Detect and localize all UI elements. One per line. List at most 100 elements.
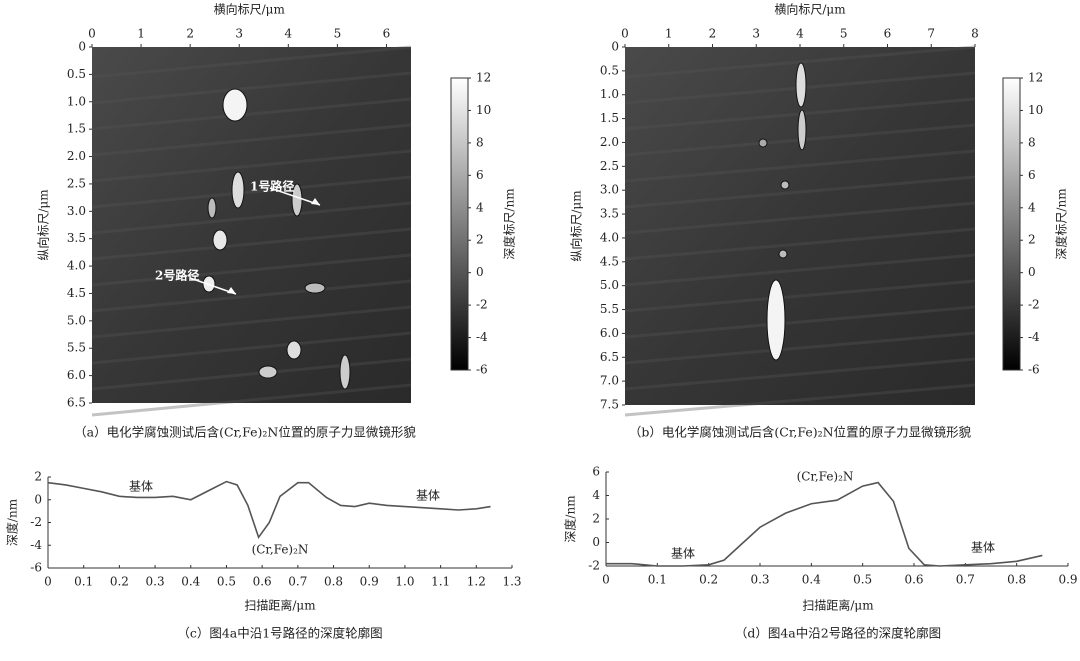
y-tick-label: 6 — [592, 465, 600, 479]
afm-image — [92, 47, 411, 403]
feature — [797, 109, 807, 151]
texture — [624, 383, 976, 417]
x-tick-label: 0.6 — [253, 575, 272, 589]
texture — [624, 305, 976, 339]
feature — [286, 340, 302, 360]
x-tick-label: 0.7 — [288, 575, 307, 589]
annotation: 基体 — [971, 541, 995, 555]
colorbar-tick-label: 4 — [1028, 200, 1036, 214]
colorbar — [450, 77, 469, 371]
y-tick-label: -2 — [588, 559, 600, 573]
y-tick-label: 2 — [34, 470, 42, 484]
profile-line — [606, 481, 1043, 567]
texture — [624, 227, 976, 261]
x-tick-label: 0 — [44, 575, 52, 589]
x-tick-label: 3 — [752, 27, 760, 41]
colorbar-tick-label: 0 — [1028, 265, 1036, 279]
y-tick-label: 1.5 — [67, 122, 86, 136]
y-tick-label: 0 — [592, 535, 600, 549]
feature — [231, 171, 245, 209]
texture — [91, 253, 412, 287]
texture — [91, 123, 412, 157]
x-tick-label: 0.1 — [648, 573, 667, 587]
colorbar-tick-label: 10 — [476, 103, 491, 117]
y-tick-label: 2.0 — [600, 135, 619, 149]
y-tick-label: 2.5 — [600, 159, 619, 173]
y-tick-label: 2.0 — [67, 149, 86, 163]
y-tick-label: 4.5 — [600, 254, 619, 268]
x-axis-label: 扫描距离/μm — [802, 598, 874, 613]
x-tick-label: 0.1 — [74, 575, 93, 589]
feature — [758, 138, 768, 148]
y-tick-label: 5.0 — [600, 278, 619, 292]
texture — [624, 201, 976, 235]
y-tick-label: 7.5 — [600, 398, 619, 412]
annotation: 基体 — [416, 489, 440, 503]
y-tick-label: 4.0 — [600, 230, 619, 244]
x-tick-label: 6 — [884, 27, 892, 41]
annotation: 2号路径 — [155, 268, 199, 283]
y-tick-label: 0 — [611, 40, 619, 54]
x-tick-label: 0.2 — [110, 575, 129, 589]
y-tick-label: 4 — [592, 488, 600, 502]
x-tick-label: 1.2 — [467, 575, 486, 589]
texture — [91, 97, 412, 131]
x-tick-label: 0.3 — [750, 573, 769, 587]
x-tick-label: 0.5 — [217, 575, 236, 589]
y-tick-label: 2.5 — [67, 176, 86, 190]
colorbar-tick-label: 0 — [476, 265, 484, 279]
y-tick-label: 0 — [78, 40, 86, 54]
x-tick-label: 1.3 — [502, 575, 521, 589]
y-tick-label: 2 — [592, 512, 600, 526]
y-tick-label: 1.5 — [600, 111, 619, 125]
y-tick-label: 7.0 — [600, 374, 619, 388]
profile-line — [47, 480, 491, 540]
y-tick-label: 3.0 — [600, 183, 619, 197]
y-tick-label: 6.5 — [600, 350, 619, 364]
y-tick-label: 6.0 — [67, 368, 86, 382]
feature — [795, 62, 807, 108]
annotation: (Cr,Fe)₂N — [797, 470, 854, 484]
texture — [91, 201, 412, 235]
y-tick-label: 0 — [34, 492, 42, 506]
x-tick-label: 0.4 — [802, 573, 821, 587]
colorbar-tick-label: 12 — [476, 71, 491, 85]
texture — [91, 383, 412, 417]
annotation: (Cr,Fe)₂N — [252, 543, 309, 557]
caption: （c）图4a中沿1号路径的深度轮廓图 — [177, 626, 382, 641]
texture — [91, 331, 412, 365]
texture — [624, 253, 976, 287]
feature — [304, 282, 326, 294]
y-tick-label: 5.5 — [67, 341, 86, 355]
texture — [624, 279, 976, 313]
y-tick-label: 5.5 — [600, 302, 619, 316]
x-tick-label: 0.3 — [146, 575, 165, 589]
y-tick-label: 4.0 — [67, 259, 86, 273]
x-tick-label: 2 — [186, 27, 194, 41]
x-tick-label: 6 — [383, 27, 391, 41]
colorbar-tick-label: 4 — [476, 200, 484, 214]
x-tick-label: 0.5 — [853, 573, 872, 587]
arrow-head — [227, 287, 236, 294]
x-tick-label: 5 — [334, 27, 342, 41]
arrow — [269, 187, 321, 206]
colorbar-tick-label: -6 — [476, 363, 488, 377]
caption: （d）图4a中沿2号路径的深度轮廓图 — [735, 626, 941, 641]
x-tick-label: 0.2 — [699, 573, 718, 587]
y-tick-label: 1.0 — [67, 94, 86, 108]
x-axis-label: 扫描距离/μm — [244, 598, 316, 613]
x-tick-label: 0.9 — [1058, 573, 1077, 587]
feature — [258, 365, 278, 379]
x-tick-label: 1.1 — [431, 575, 450, 589]
colorbar-tick-label: 8 — [476, 135, 484, 149]
x-tick-label: 0.6 — [904, 573, 923, 587]
x-tick-label: 4 — [796, 27, 804, 41]
colorbar-tick-label: 12 — [1028, 71, 1043, 85]
y-axis-label: 深度/nm — [5, 498, 20, 546]
texture — [624, 331, 976, 365]
x-tick-label: 1 — [665, 27, 673, 41]
texture — [91, 279, 412, 313]
x-tick-label: 1 — [137, 27, 145, 41]
colorbar-tick-label: 6 — [476, 168, 484, 182]
